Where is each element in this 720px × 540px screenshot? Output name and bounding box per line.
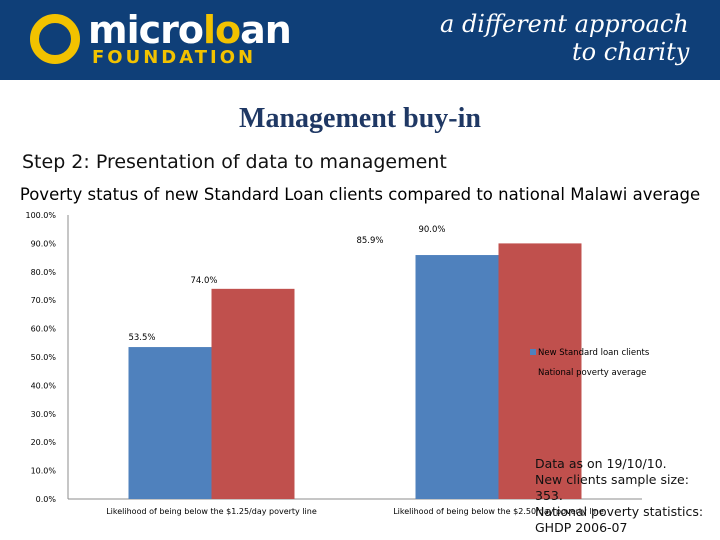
y-tick-label: 90.0% xyxy=(31,239,57,248)
slide-subtitle: Step 2: Presentation of data to manageme… xyxy=(22,151,447,173)
x-category-label: Likelihood of being below the $1.25/day … xyxy=(106,507,317,516)
data-label: 53.5% xyxy=(128,333,155,343)
note-line-2: New clients sample size: 353. xyxy=(535,472,689,503)
y-tick-label: 50.0% xyxy=(31,353,57,362)
y-tick-label: 60.0% xyxy=(31,325,57,334)
data-label: 85.9% xyxy=(356,236,383,246)
chart-title: Poverty status of new Standard Loan clie… xyxy=(19,185,701,204)
legend-label: National poverty average xyxy=(538,368,646,378)
tagline-line1: a different approach xyxy=(440,10,689,38)
y-tick-label: 70.0% xyxy=(31,296,57,305)
y-tick-label: 10.0% xyxy=(31,467,57,476)
y-tick-label: 40.0% xyxy=(31,381,57,390)
y-tick-label: 0.0% xyxy=(36,495,57,504)
logo-ring-icon xyxy=(30,14,80,64)
legend-swatch xyxy=(530,369,536,375)
y-tick-label: 30.0% xyxy=(31,410,57,419)
logo-wordmark: microloan xyxy=(88,8,292,52)
slide-title: Management buy-in xyxy=(239,103,481,134)
legend-swatch xyxy=(530,349,536,355)
note-line-4: GHDP 2006-07 xyxy=(535,520,628,535)
logo-foundation-text: FOUNDATION xyxy=(92,47,257,68)
y-tick-label: 20.0% xyxy=(31,438,57,447)
tagline-line2: to charity xyxy=(572,38,690,66)
bar xyxy=(498,243,582,499)
x-category-label: Likelihood of being below the $2.50/day … xyxy=(393,507,604,516)
bar xyxy=(128,347,212,499)
data-label: 74.0% xyxy=(190,276,217,286)
header-banner: microloan FOUNDATION a different approac… xyxy=(0,0,720,80)
logo-micro-text: micro xyxy=(88,8,204,52)
note-line-3: National poverty statistics: xyxy=(535,504,704,519)
logo-lo-text: lo xyxy=(203,8,241,52)
legend-label: New Standard loan clients xyxy=(538,348,650,358)
bar xyxy=(415,255,499,499)
y-tick-label: 80.0% xyxy=(31,268,57,277)
logo-an-text: an xyxy=(240,8,292,52)
note-line-1: Data as on 19/10/10. xyxy=(535,456,667,471)
data-label: 90.0% xyxy=(418,225,445,235)
bar xyxy=(211,288,295,499)
data-notes: Data as on 19/10/10. New clients sample … xyxy=(535,456,720,536)
y-tick-label: 100.0% xyxy=(25,211,56,220)
